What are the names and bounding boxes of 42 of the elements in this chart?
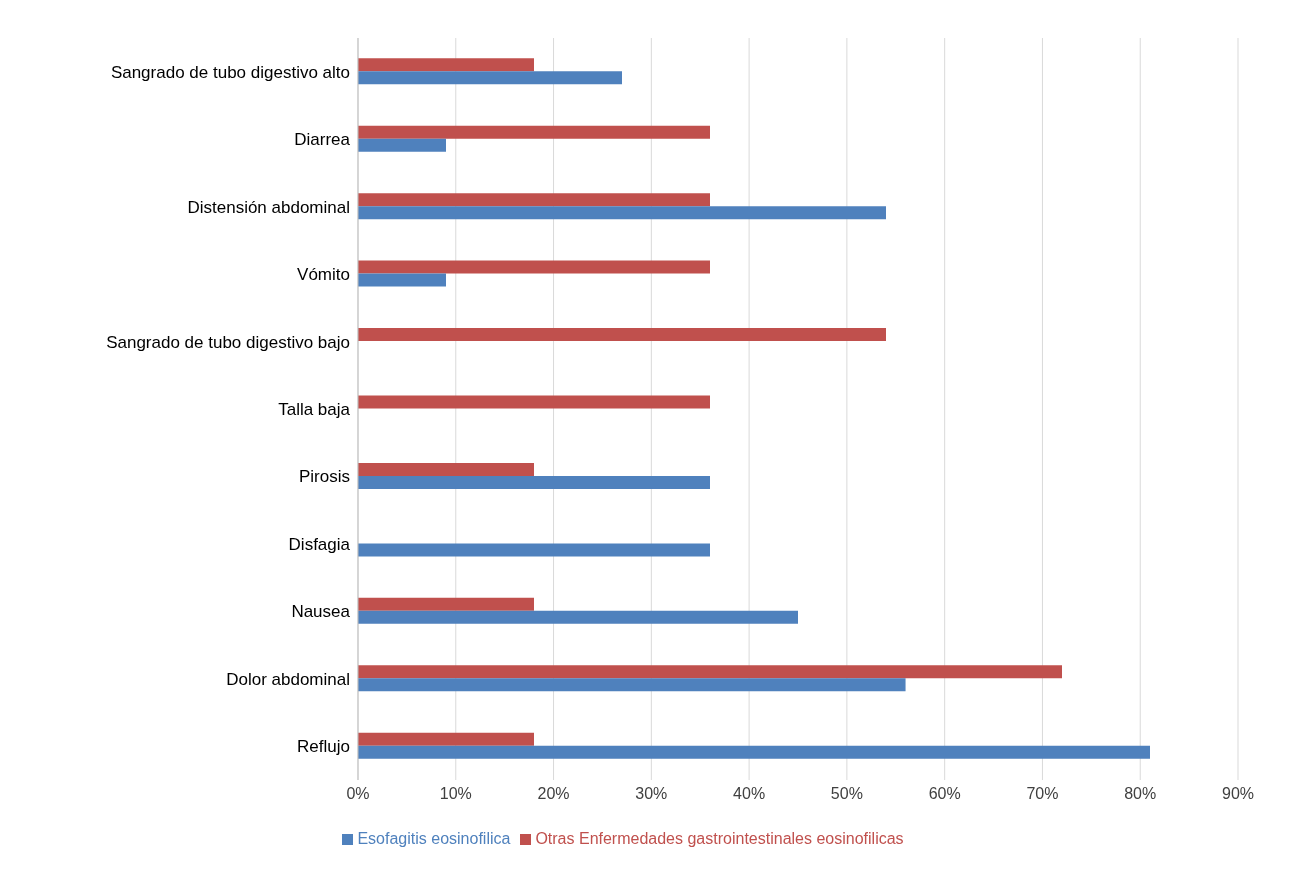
bar — [358, 462, 534, 476]
x-tick-label: 70% — [1026, 785, 1059, 803]
bar — [358, 138, 446, 152]
y-tick-label: Talla baja — [278, 400, 351, 420]
bar — [358, 678, 906, 692]
bar — [358, 475, 710, 489]
y-tick-label: Disfagia — [288, 534, 351, 554]
bar — [358, 732, 534, 746]
bar — [358, 597, 534, 611]
bar — [358, 745, 1150, 759]
bar — [358, 543, 710, 557]
x-tick-label: 10% — [439, 785, 472, 803]
x-tick-label: 80% — [1124, 785, 1157, 803]
x-tick-label: 30% — [635, 785, 668, 803]
y-tick-label: Diarrea — [294, 130, 351, 150]
bar — [358, 193, 710, 207]
y-tick-label: Sangrado de tubo digestivo bajo — [106, 332, 350, 352]
bar — [358, 273, 446, 287]
x-tick-label: 60% — [928, 785, 961, 803]
y-tick-label: Nausea — [291, 602, 351, 622]
bar — [358, 395, 710, 409]
x-tick-label: 0% — [346, 785, 370, 803]
y-tick-label: Sangrado de tubo digestivo alto — [110, 62, 350, 82]
bar — [358, 610, 798, 624]
x-tick-label: 40% — [733, 785, 766, 803]
x-tick-label: 90% — [1221, 785, 1255, 803]
y-tick-label: Reflujo — [297, 737, 350, 757]
y-tick-label: Distensión abdominal — [187, 197, 350, 217]
bar — [358, 665, 1062, 679]
bar — [358, 260, 710, 274]
legend-label: Esofagitis eosinofilica — [357, 830, 511, 847]
bar — [358, 71, 622, 85]
legend-label: Otras Enfermedades gastrointestinales eosinofilicas — [535, 830, 904, 847]
bar — [358, 125, 710, 139]
x-tick-label: 50% — [830, 785, 863, 803]
y-tick-label: Pirosis — [298, 467, 350, 487]
x-tick-label: 20% — [537, 785, 570, 803]
bar — [358, 58, 534, 72]
y-tick-label: Dolor abdominal — [226, 669, 350, 689]
y-tick-label: Vómito — [297, 265, 350, 285]
bar — [358, 206, 886, 220]
bar — [358, 328, 886, 342]
